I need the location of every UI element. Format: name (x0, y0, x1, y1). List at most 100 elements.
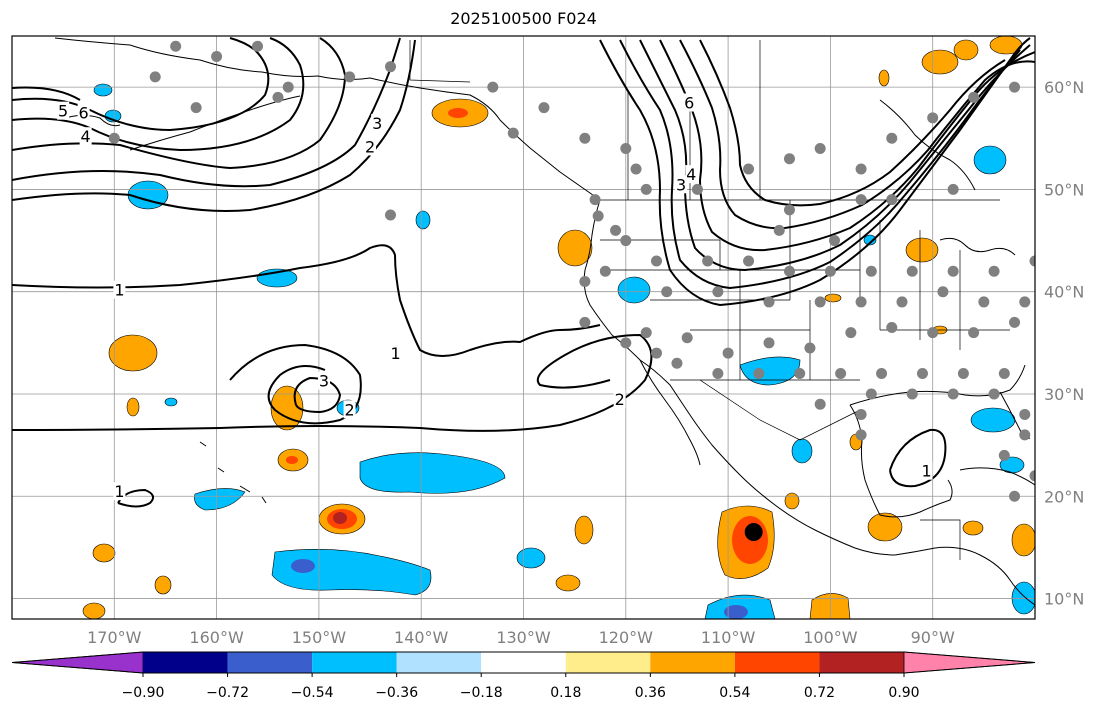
lat-tick-label: 60°N (1044, 78, 1084, 97)
contour-label: 3 (372, 114, 382, 133)
station-dot (855, 163, 867, 175)
contour-label-background (77, 103, 90, 122)
station-markers (108, 40, 1051, 502)
station-dot (1019, 429, 1031, 441)
station-dot (620, 235, 632, 247)
station-dot (828, 235, 840, 247)
station-dot (487, 81, 499, 93)
station-dot (190, 102, 202, 114)
station-dot (906, 388, 918, 400)
station-dot (579, 132, 591, 144)
lon-tick-label: 150°W (292, 628, 347, 647)
station-dot (916, 368, 928, 380)
station-dot (620, 337, 632, 349)
colorbar (11, 651, 1036, 674)
contour-label: 1 (114, 281, 124, 300)
station-dot (650, 255, 662, 267)
station-dot (507, 127, 519, 139)
station-dot (385, 209, 397, 221)
station-dot (927, 112, 939, 124)
station-dot (957, 368, 969, 380)
colorbar-tick-label: −0.90 (122, 685, 165, 701)
station-dot (702, 255, 714, 267)
colorbar-segment (565, 652, 651, 673)
contour-label-background (318, 371, 331, 390)
station-dot (1019, 408, 1031, 420)
contour-label-background (113, 482, 126, 501)
lon-tick-label: 140°W (394, 628, 449, 647)
colorbar-segment (312, 652, 397, 673)
graticule-grid (12, 36, 1035, 619)
colorbar-segment (819, 652, 904, 673)
station-dot (610, 224, 622, 236)
contour-label-background (613, 390, 626, 409)
station-dot (763, 337, 775, 349)
station-dot (252, 40, 264, 52)
station-dot (988, 265, 1000, 277)
station-dot (272, 91, 284, 103)
colorbar-segment (734, 652, 820, 673)
station-dot (865, 388, 877, 400)
colorbar-tick-label: 0.90 (888, 685, 919, 701)
contour-label: 2 (344, 400, 354, 419)
station-dot (783, 265, 795, 277)
lat-tick-label: 50°N (1044, 180, 1084, 199)
station-dot (722, 347, 734, 359)
station-dot (691, 183, 703, 195)
station-dot (835, 368, 847, 380)
station-dot (937, 286, 949, 298)
station-dot (886, 194, 898, 206)
station-dot (988, 388, 1000, 400)
station-dot (968, 91, 980, 103)
station-dot (998, 449, 1010, 461)
station-dot (804, 342, 816, 354)
colorbar-tick-labels: −0.90 −0.72 −0.54 −0.36 −0.18 0.18 0.36 0.54 0.7… (122, 673, 920, 701)
station-dot (650, 347, 662, 359)
colorbar-tick-label: −0.72 (206, 685, 249, 701)
contour-label-background (343, 400, 356, 419)
station-dot (108, 132, 120, 144)
station-dot (1009, 490, 1021, 502)
station-dot (661, 286, 673, 298)
station-dot (886, 132, 898, 144)
contour-label-background (920, 461, 933, 480)
station-dot (640, 183, 652, 195)
station-dot (773, 224, 785, 236)
contour-label-background (389, 344, 402, 363)
contour-label: 3 (319, 372, 329, 391)
station-dot (855, 408, 867, 420)
station-dot (599, 265, 611, 277)
contour-label: 5 (58, 102, 68, 121)
station-dot (814, 143, 826, 155)
storm-marker (744, 523, 763, 542)
lon-tick-label: 170°W (87, 628, 142, 647)
lat-tick-label: 40°N (1044, 283, 1084, 302)
contour-label-background (57, 101, 70, 120)
contour-label: 4 (686, 165, 696, 184)
lat-tick-label: 10°N (1044, 590, 1084, 609)
colorbar-segment (481, 652, 566, 673)
map-title: 2025100500 F024 (450, 9, 597, 28)
lon-tick-label: 90°W (911, 628, 955, 647)
station-dot (998, 368, 1010, 380)
station-dot (783, 153, 795, 165)
contour-label: 2 (615, 390, 625, 409)
station-dot (1029, 255, 1035, 267)
contour-label: 6 (684, 93, 694, 112)
station-dot (743, 163, 755, 175)
station-dot (1009, 316, 1021, 328)
lat-tick-label: 30°N (1044, 385, 1084, 404)
station-dot (763, 296, 775, 308)
station-dot (978, 296, 990, 308)
colorbar-tick-label: −0.36 (375, 685, 418, 701)
lon-tick-label: 110°W (701, 628, 756, 647)
station-dot (1029, 470, 1035, 482)
contour-label-background (364, 137, 377, 156)
station-dot (753, 368, 765, 380)
station-dot (1040, 133, 1051, 144)
station-dot (620, 143, 632, 155)
station-dot (845, 327, 857, 339)
station-dot (671, 357, 683, 369)
